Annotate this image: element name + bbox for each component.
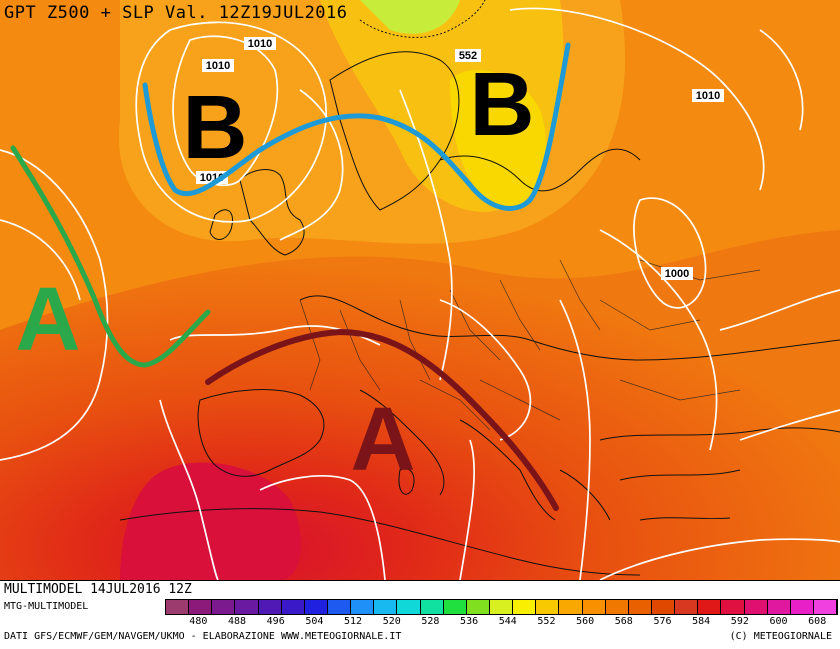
color-scale-cell (536, 600, 560, 614)
color-scale-cell (189, 600, 213, 614)
color-scale-cell (235, 600, 259, 614)
color-scale-cell (698, 600, 722, 614)
color-scale-tick-label: 496 (266, 616, 285, 627)
weather-map: 1010 1010 1010 1010 1000 552 B B A A GPT… (0, 0, 840, 580)
height-field-552-area (360, 0, 460, 34)
height-field-finland (450, 70, 546, 210)
color-scale-cell (397, 600, 421, 614)
color-scale-tick-label: 520 (382, 616, 401, 627)
color-scale-cell (351, 600, 375, 614)
isobar-labels: 1010 1010 1010 1010 1000 552 (196, 37, 724, 280)
low-pressure-letter-scandinavia-west: B (183, 78, 248, 178)
color-scale-cell (327, 600, 352, 614)
map-footer: MULTIMODEL 14JUL2016 12Z MTG-MULTIMODEL … (0, 580, 840, 649)
height-label: 552 (459, 50, 477, 62)
isobar-label: 1010 (248, 38, 272, 50)
color-scale-cell (744, 600, 768, 614)
color-scale-cell (420, 600, 444, 614)
data-credits: DATI GFS/ECMWF/GEM/NAVGEM/UKMO - ELABORA… (4, 631, 402, 642)
isobars (0, 7, 840, 580)
color-scale-cell (721, 600, 745, 614)
color-scale-ticks: 480 488 496 504 512 520 528 536 544 552 560 568 576 5… (165, 616, 838, 628)
color-scale-tick-label: 608 (808, 616, 827, 627)
color-scale (165, 599, 838, 615)
map-canvas: 1010 1010 1010 1010 1000 552 B B A A (0, 0, 840, 580)
map-title: GPT Z500 + SLP Val. 12Z19JUL2016 (4, 3, 348, 23)
color-scale-tick-label: 576 (653, 616, 672, 627)
color-scale-cell (466, 600, 490, 614)
high-pressure-letter-atlantic: A (16, 270, 81, 370)
color-scale-cell (767, 600, 791, 614)
ridge-line-atlantic (10, 145, 211, 368)
color-scale-cell (489, 600, 514, 614)
color-scale-cell (166, 600, 190, 614)
color-scale-cell (651, 600, 676, 614)
borders (299, 259, 761, 431)
isobar-label: 1010 (206, 60, 230, 72)
color-scale-tick-label: 512 (344, 616, 363, 627)
copyright: (C) METEOGIORNALE (729, 631, 832, 642)
model-label: MTG-MULTIMODEL (4, 601, 89, 612)
height-552-contour (359, 0, 486, 38)
color-scale-cell (582, 600, 606, 614)
color-scale-cell (675, 600, 699, 614)
color-scale-cell (212, 600, 236, 614)
color-scale-tick-label: 560 (576, 616, 595, 627)
color-scale-cell (559, 600, 583, 614)
color-scale-tick-label: 584 (692, 616, 711, 627)
color-scale-tick-label: 536 (460, 616, 479, 627)
color-scale-tick-label: 552 (537, 616, 556, 627)
isobar-label: 1000 (665, 268, 689, 280)
color-scale-cell (374, 600, 398, 614)
ridge-line-mediterranean (205, 328, 559, 511)
color-scale-cell (304, 600, 328, 614)
color-scale-cell (258, 600, 282, 614)
height-field-sahara (120, 462, 301, 580)
color-scale-cell (790, 600, 814, 614)
color-scale-cell (281, 600, 305, 614)
color-scale-cell (513, 600, 537, 614)
color-scale-tick-label: 544 (498, 616, 517, 627)
color-scale-tick-label: 504 (305, 616, 324, 627)
color-scale-tick-label: 600 (769, 616, 788, 627)
color-scale-cell (443, 600, 467, 614)
color-scale-tick-label: 568 (614, 616, 633, 627)
coastlines (119, 51, 840, 576)
color-scale-cell (605, 600, 629, 614)
color-scale-tick-label: 592 (730, 616, 749, 627)
color-scale-cell (628, 600, 652, 614)
trough-line (142, 42, 571, 211)
high-pressure-letter-mediterranean: A (351, 390, 416, 490)
color-scale-cell (813, 600, 838, 614)
color-scale-tick-label: 488 (227, 616, 247, 627)
low-pressure-letter-finland: B (470, 55, 535, 155)
isobar-label: 1010 (696, 90, 720, 102)
color-scale-tick-label: 528 (421, 616, 440, 627)
run-label: MULTIMODEL 14JUL2016 12Z (4, 582, 192, 597)
color-scale-tick-label: 480 (189, 616, 208, 627)
